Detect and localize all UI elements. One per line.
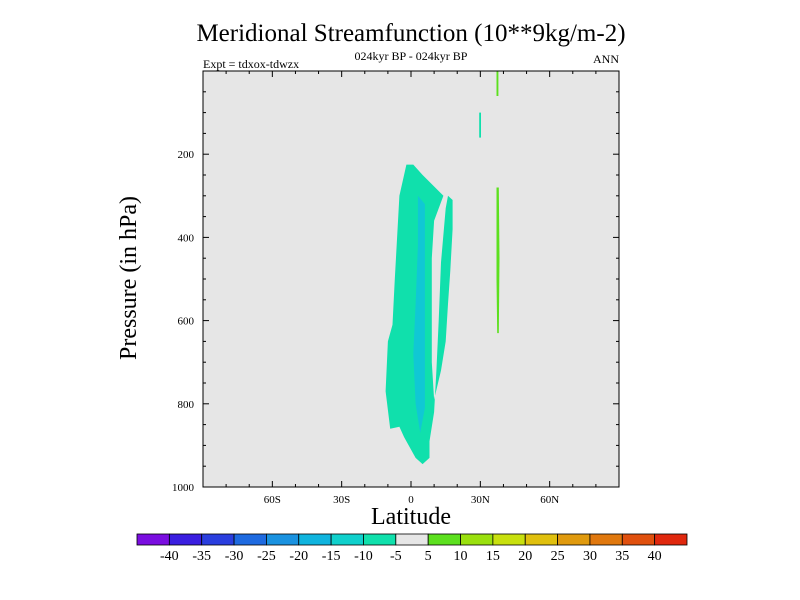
colorbar-swatch: [557, 533, 591, 546]
colorbar-tick-label: -5: [390, 549, 402, 564]
colorbar-tick-label: -40: [160, 549, 179, 564]
y-tick-label: 600: [178, 316, 195, 328]
colorbar-swatch: [136, 533, 170, 546]
colorbar-swatch: [233, 533, 267, 546]
colorbar-tick-label: 10: [454, 549, 468, 564]
chart-subtitle: 024kyr BP - 024kyr BP: [355, 49, 468, 63]
contour-region-3: [496, 71, 499, 96]
colorbar-tick-label: -10: [354, 549, 373, 564]
x-tick-label: 30N: [471, 494, 490, 506]
colorbar-tick-label: 30: [583, 549, 597, 564]
y-tick-label: 800: [178, 399, 195, 411]
colorbar-swatch: [363, 533, 397, 546]
x-tick-label: 30S: [333, 494, 350, 506]
colorbar-tick-label: -25: [257, 549, 276, 564]
colorbar-tick-label: 5: [425, 549, 432, 564]
x-tick-label: 60S: [264, 494, 281, 506]
colorbar-tick-label: -15: [322, 549, 341, 564]
y-tick-label: 200: [178, 149, 195, 161]
colorbar-swatch: [524, 533, 558, 546]
colorbar-swatch: [298, 533, 332, 546]
x-tick-label: 60N: [540, 494, 559, 506]
colorbar-tick-label: -20: [289, 549, 308, 564]
colorbar-swatch: [492, 533, 526, 546]
colorbar-tick-label: 35: [615, 549, 629, 564]
y-tick-label: 400: [178, 232, 195, 244]
colorbar: -40 -35 -30 -25 -20 -15 -10 -5 5 10 15 20 25 30 35 40: [136, 533, 688, 564]
colorbar-swatch: [427, 533, 461, 546]
colorbar-tick-label: -35: [192, 549, 211, 564]
colorbar-tick-label: 40: [648, 549, 662, 564]
colorbar-tick-label: 15: [486, 549, 500, 564]
colorbar-swatch: [330, 533, 364, 546]
colorbar-swatch: [654, 533, 688, 546]
colorbar-swatch: [460, 533, 494, 546]
colorbar-tick-label: 20: [518, 549, 532, 564]
contour-region-4: [479, 112, 481, 138]
x-axis-title: Latitude: [371, 504, 451, 530]
contour-region-2: [413, 195, 425, 433]
axis-ticks: 60S 30S 0 30N 60N 200 400 600 800 1000: [172, 71, 619, 506]
y-axis-title: Pressure (in hPa): [116, 196, 142, 360]
colorbar-swatch: [589, 533, 623, 546]
colorbar-tick-label: 25: [551, 549, 565, 564]
colorbar-swatch: [621, 533, 656, 546]
x-tick-label: 0: [408, 494, 414, 506]
colorbar-tick-label: -30: [225, 549, 244, 564]
colorbar-swatch: [266, 533, 300, 546]
colorbar-swatch: [201, 533, 235, 546]
colorbar-swatch: [395, 533, 429, 546]
contour-features: [385, 71, 500, 465]
colorbar-swatch: [168, 533, 203, 546]
chart-title: Meridional Streamfunction (10**9kg/m-2): [196, 20, 625, 47]
contour-region-5: [496, 187, 500, 334]
experiment-label: Expt = tdxox-tdwzx: [203, 57, 299, 71]
season-label: ANN: [593, 52, 619, 66]
y-tick-label: 1000: [172, 482, 195, 494]
